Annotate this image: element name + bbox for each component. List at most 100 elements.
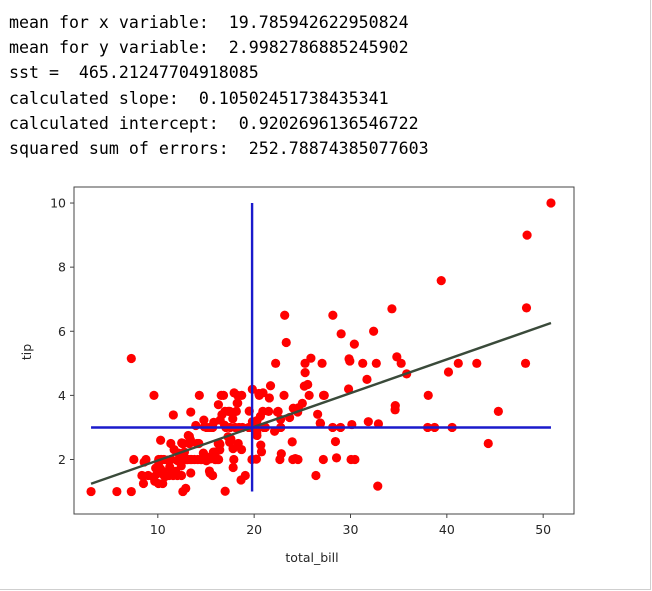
data-point xyxy=(369,326,379,336)
data-point xyxy=(304,390,314,400)
data-point xyxy=(390,401,400,411)
y-tick-label: 8 xyxy=(58,260,66,275)
data-point xyxy=(345,356,355,366)
data-point xyxy=(331,453,342,463)
data-point xyxy=(306,353,316,363)
data-point xyxy=(213,400,224,410)
data-point xyxy=(191,420,201,431)
printed-output: mean for x variable: 19.785942622950824 m… xyxy=(9,10,429,161)
data-point xyxy=(279,390,289,400)
data-point xyxy=(199,415,209,425)
data-point xyxy=(546,198,556,208)
data-point xyxy=(521,303,532,313)
data-point xyxy=(396,358,406,368)
data-point xyxy=(453,358,463,368)
data-point xyxy=(317,358,327,368)
data-point xyxy=(129,454,139,465)
data-point xyxy=(443,367,454,377)
data-point xyxy=(214,454,224,465)
data-point xyxy=(273,406,283,417)
data-point xyxy=(522,230,532,240)
data-point xyxy=(218,390,229,400)
data-point xyxy=(373,419,384,429)
data-point xyxy=(271,358,281,368)
data-point xyxy=(343,384,354,394)
data-point xyxy=(126,353,136,364)
data-point xyxy=(186,468,196,478)
data-point xyxy=(371,358,381,368)
data-point xyxy=(215,439,225,450)
output-line-mean-y: mean for y variable: 2.9982786885245902 xyxy=(9,38,409,58)
data-point xyxy=(168,410,178,420)
data-point xyxy=(358,358,368,368)
output-line-intercept: calculated intercept: 0.9202696136546722 xyxy=(9,113,419,133)
data-point xyxy=(126,486,136,497)
data-point xyxy=(483,438,493,449)
data-point xyxy=(423,390,433,400)
data-point xyxy=(237,390,247,400)
data-point xyxy=(236,444,247,455)
output-line-sst: sst = 465.21247704918085 xyxy=(9,63,259,83)
data-point xyxy=(228,462,238,473)
data-point xyxy=(252,430,262,441)
data-point xyxy=(303,379,313,390)
output-line-slope: calculated slope: 0.10502451738435341 xyxy=(9,88,389,108)
data-point xyxy=(149,390,159,400)
data-point xyxy=(141,454,151,465)
x-tick-label: 30 xyxy=(343,522,359,537)
data-point xyxy=(319,390,329,400)
data-point xyxy=(493,406,503,417)
data-point xyxy=(176,470,187,481)
data-point xyxy=(436,276,446,286)
data-point xyxy=(194,390,204,400)
data-point xyxy=(265,381,276,391)
data-point xyxy=(311,470,321,481)
data-point xyxy=(280,310,290,320)
y-tick-label: 10 xyxy=(50,196,66,211)
output-line-sse: squared sum of errors: 252.7887438507760… xyxy=(9,139,429,159)
x-axis-label: total_bill xyxy=(285,550,338,565)
data-point xyxy=(297,398,307,408)
axis-ticks: 10 20 30 40 50 2 4 6 8 10 xyxy=(50,196,551,537)
data-point xyxy=(318,454,328,465)
overlay-lines xyxy=(90,203,552,492)
x-tick-label: 20 xyxy=(246,522,262,537)
data-point xyxy=(313,409,323,419)
data-point xyxy=(330,436,341,447)
y-tick-label: 2 xyxy=(58,452,66,467)
data-point xyxy=(350,454,360,465)
x-tick-label: 40 xyxy=(439,522,455,537)
data-point xyxy=(293,454,303,465)
x-tick-label: 10 xyxy=(150,522,166,537)
data-point xyxy=(112,486,122,497)
data-point xyxy=(328,310,338,320)
data-point xyxy=(208,470,218,481)
data-point xyxy=(229,454,239,465)
data-point xyxy=(363,417,373,427)
x-tick-label: 50 xyxy=(535,522,551,537)
data-point xyxy=(281,337,291,348)
y-tick-label: 4 xyxy=(58,388,66,403)
data-point xyxy=(86,486,96,497)
data-point xyxy=(231,406,241,417)
output-line-mean-x: mean for x variable: 19.785942622950824 xyxy=(9,13,409,32)
data-point xyxy=(472,358,482,368)
data-point xyxy=(300,368,310,378)
data-point xyxy=(276,449,286,459)
data-point xyxy=(186,407,196,417)
data-point xyxy=(158,478,168,489)
data-point xyxy=(315,418,326,429)
data-point xyxy=(233,398,243,408)
data-point xyxy=(387,304,397,314)
y-axis-label: tip xyxy=(19,344,34,360)
data-point xyxy=(251,454,261,464)
data-point xyxy=(138,478,149,489)
data-point xyxy=(349,339,359,349)
data-point xyxy=(220,486,230,496)
data-point xyxy=(287,437,297,447)
data-point xyxy=(362,374,372,384)
data-point xyxy=(240,470,250,481)
data-point xyxy=(264,406,274,417)
